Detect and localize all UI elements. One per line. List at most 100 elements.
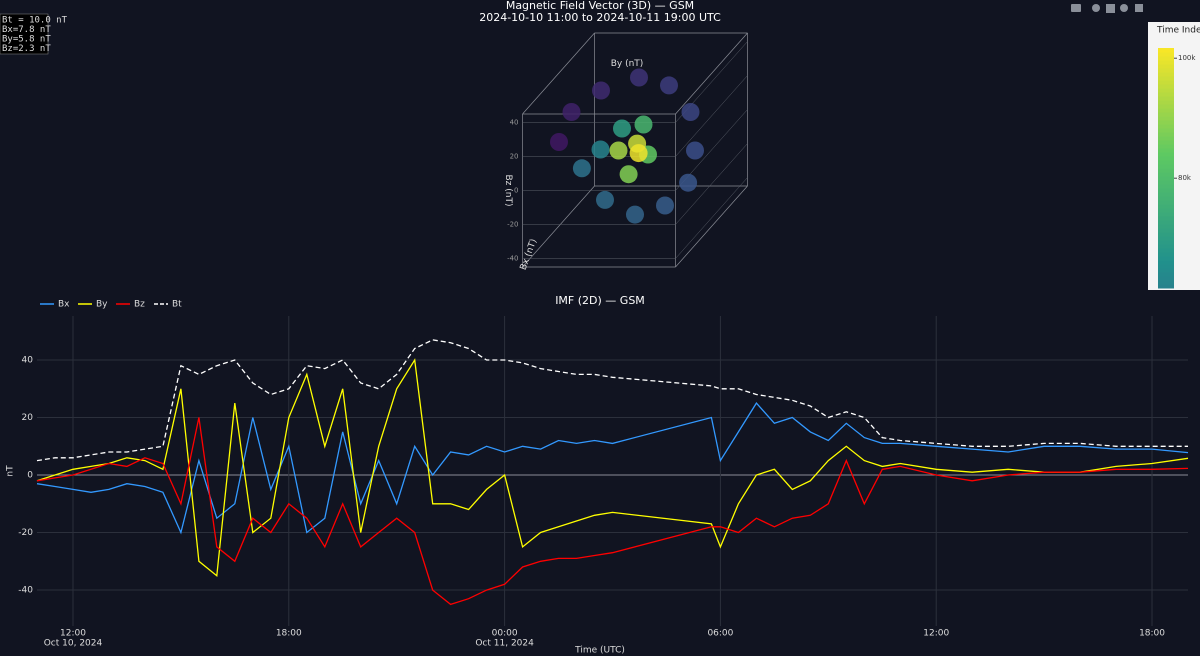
colorbar-slice	[1158, 220, 1174, 225]
scatter-point	[634, 115, 653, 134]
scatter-point	[572, 159, 591, 178]
colorbar-tick-label: 100k	[1178, 54, 1196, 62]
colorbar-tick-label: 80k	[1178, 174, 1192, 182]
scatter-point	[613, 119, 631, 138]
scatter-point	[660, 76, 678, 95]
colorbar-slice	[1158, 140, 1174, 145]
zoom-icon[interactable]	[1092, 4, 1100, 12]
readout-line: Bz=2.3 nT	[2, 44, 51, 54]
colorbar-slice	[1158, 260, 1174, 265]
colorbar-slice	[1158, 200, 1174, 205]
colorbar-slice	[1158, 192, 1174, 197]
colorbar-slice	[1158, 104, 1174, 109]
z-tick-label: -40	[507, 255, 518, 263]
series-line	[36, 339, 1188, 462]
scene-box-edge	[675, 32, 748, 115]
scatter-point	[592, 81, 610, 100]
colorbar-slice	[1158, 276, 1174, 281]
colorbar-slice	[1158, 256, 1174, 261]
colorbar-slice	[1158, 132, 1174, 137]
colorbar-slice	[1158, 240, 1174, 245]
colorbar-slice	[1158, 76, 1174, 81]
colorbar-slice	[1158, 228, 1174, 233]
scatter-point	[630, 68, 648, 87]
scatter-point	[679, 173, 698, 192]
chart-title: IMF (2D) — GSM	[555, 294, 645, 307]
colorbar-slice	[1158, 128, 1174, 133]
reset-icon[interactable]	[1135, 4, 1143, 12]
grid-line	[522, 41, 748, 123]
colorbar-slice	[1158, 272, 1174, 277]
colorbar-slice	[1158, 236, 1174, 241]
colorbar-slice	[1158, 120, 1174, 125]
colorbar-slice	[1158, 156, 1174, 161]
series-line	[36, 417, 1189, 606]
colorbar-slice	[1158, 184, 1174, 189]
colorbar-slice	[1158, 248, 1174, 253]
colorbar-slice	[1158, 152, 1174, 157]
z-axis-title: Bz (nT)	[503, 175, 513, 207]
scatter-point	[550, 133, 568, 151]
colorbar-slice	[1158, 124, 1174, 129]
readout-box	[0, 13, 49, 55]
scatter-point	[681, 103, 700, 121]
colorbar-title: Time Index	[1156, 26, 1200, 36]
colorbar-slice	[1158, 224, 1174, 229]
pan-icon[interactable]	[1106, 4, 1115, 13]
scene-box-edge	[675, 185, 748, 268]
x-tick-label: 12:00	[60, 629, 86, 639]
z-tick-label: 40	[510, 119, 519, 127]
readout-line: Bx=7.8 nT	[2, 25, 51, 35]
colorbar-slice	[1158, 196, 1174, 201]
scatter-point	[562, 103, 581, 121]
scene-box-edge	[522, 32, 595, 115]
y-tick-label: 40	[22, 355, 34, 365]
colorbar-slice	[1158, 48, 1174, 53]
series-line	[36, 402, 1189, 535]
x-tick-label: 18:00	[1139, 629, 1165, 639]
grid-line	[522, 143, 748, 225]
colorbar-slice	[1158, 68, 1174, 73]
modebar[interactable]	[1071, 4, 1143, 13]
colorbar-slice	[1158, 172, 1174, 177]
x-tick-label: 12:00	[923, 629, 949, 639]
colorbar-slice	[1158, 96, 1174, 101]
colorbar-slice	[1158, 204, 1174, 209]
y-axis-title: By (nT)	[611, 59, 644, 69]
x-tick-label: 18:00	[276, 629, 302, 639]
colorbar-slice	[1158, 232, 1174, 237]
scatter-point	[619, 165, 638, 184]
colorbar-slice	[1158, 264, 1174, 269]
colorbar-slice	[1158, 284, 1174, 289]
grid-line	[522, 109, 748, 191]
scatter-point	[626, 205, 644, 224]
y-tick-label: 20	[22, 413, 34, 423]
x-axis-title: Time (UTC)	[574, 646, 625, 656]
colorbar-slice	[1158, 116, 1174, 121]
scene-box-edge	[522, 185, 595, 268]
y-tick-label: -20	[18, 528, 33, 538]
colorbar-slice	[1158, 92, 1174, 97]
colorbar-slice	[1158, 52, 1174, 57]
readout-line: By=5.8 nT	[2, 35, 51, 45]
colorbar-slice	[1158, 208, 1174, 213]
colorbar-slice	[1158, 136, 1174, 141]
legend-label: By	[96, 300, 108, 310]
colorbar-slice	[1158, 160, 1174, 165]
colorbar-slice	[1158, 100, 1174, 105]
colorbar-slice	[1158, 88, 1174, 93]
scatter-point	[596, 190, 614, 209]
colorbar-slice	[1158, 244, 1174, 249]
legend-label: Bz	[134, 300, 145, 310]
series-line	[36, 358, 1189, 577]
colorbar-slice	[1158, 216, 1174, 221]
camera-icon[interactable]	[1071, 4, 1081, 12]
colorbar-slice	[1158, 144, 1174, 149]
y-tick-label: 0	[27, 471, 33, 481]
colorbar-slice	[1158, 180, 1174, 185]
orbit-icon[interactable]	[1120, 4, 1128, 12]
chart-subtitle: 2024-10-10 11:00 to 2024-10-11 19:00 UTC	[479, 11, 721, 24]
